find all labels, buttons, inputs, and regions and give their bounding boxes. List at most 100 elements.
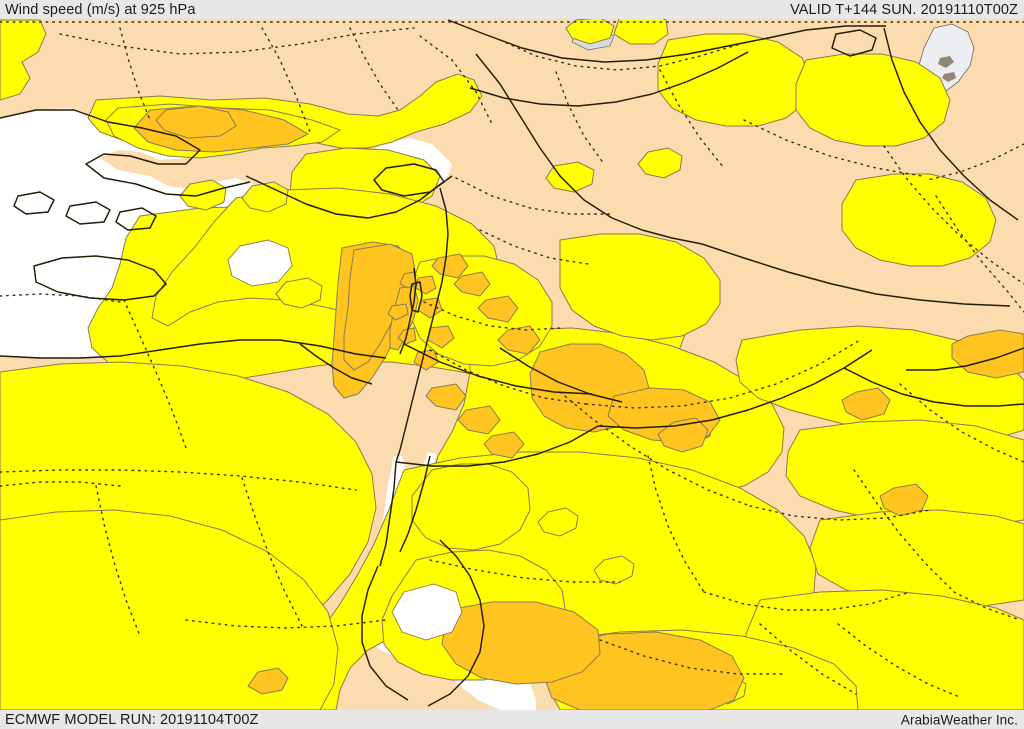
band1-blob-g: [275, 277, 323, 309]
calm-pocket-redsea: [391, 583, 463, 641]
border-turkey-syria-solid: [469, 51, 749, 107]
model-run-label: ECMWF MODEL RUN: 20191104T00Z: [5, 711, 259, 728]
border-jordan-1: [423, 301, 563, 331]
coastlines-and-borders: [0, 19, 1024, 707]
border-turkey-3: [419, 35, 493, 125]
border-iraq-syria-solid: [475, 53, 703, 245]
border-iran-4: [853, 469, 955, 593]
border-saudi-3: [749, 505, 931, 521]
valid-time-label: VALID T+144 SUN. 20191110T00Z: [790, 1, 1018, 18]
map-title: Wind speed (m/s) at 925 hPa: [5, 1, 196, 18]
band2-small-n: [483, 431, 525, 459]
coast-island-3: [115, 207, 157, 231]
border-iraq-saudi-solid: [597, 349, 873, 429]
band1-turkey-ne: [795, 53, 951, 147]
border-saudi-1: [585, 339, 861, 409]
border-iran-3: [899, 383, 1024, 463]
band1-turkey-small2: [565, 17, 615, 45]
band1-turkey-small3: [637, 147, 683, 179]
band2-small-k: [497, 325, 541, 355]
band2-pocket-1: [247, 667, 289, 695]
band2-pocket-2: [155, 105, 237, 139]
band1-syria-east: [559, 233, 721, 341]
border-turkey-6: [659, 69, 725, 169]
calm-pockets: [227, 239, 463, 641]
border-yemen: [599, 639, 787, 675]
border-gulf-coast-solid: [843, 367, 1024, 407]
border-iran-iraq-solid: [883, 27, 1019, 221]
band2-east-small2: [879, 483, 929, 517]
header-bar: Wind speed (m/s) at 925 hPa VALID T+144 …: [0, 0, 1024, 19]
provider-credit: ArabiaWeather Inc.: [900, 711, 1018, 727]
border-egypt-4: [241, 477, 303, 627]
border-libya-1: [95, 485, 141, 637]
calm-pocket-med: [227, 239, 293, 287]
coast-cyprus: [373, 163, 445, 197]
band1-aegean: [0, 19, 47, 101]
border-jordan-iraq-solid: [499, 347, 623, 403]
band2-small-b: [387, 303, 409, 321]
border-jordan-2: [429, 349, 587, 405]
coast-island-1: [13, 191, 55, 215]
coast-redsea-w: [361, 565, 409, 701]
border-gulf-1: [759, 623, 857, 695]
border-syria-iraq: [743, 119, 923, 177]
border-sudan: [185, 619, 387, 629]
coast-crete: [33, 255, 167, 301]
lake-urmia-island2: [942, 72, 956, 82]
band1-blob-b: [537, 507, 579, 537]
border-iran-5: [953, 591, 1021, 621]
band2-small-i: [453, 271, 491, 297]
border-egypt-2: [123, 299, 187, 449]
band1-turkey-east: [657, 33, 813, 127]
band2-east-edge: [951, 329, 1024, 379]
coast-sinai-west: [379, 461, 397, 567]
border-jordan-solid: [403, 343, 593, 395]
border-turkey-4: [499, 39, 741, 71]
border-gulf-2: [837, 623, 963, 699]
border-north-1: [119, 27, 151, 121]
band1-turkey-small4: [545, 161, 595, 193]
band2-levant-lobe: [343, 243, 417, 371]
border-saudi-4: [647, 455, 705, 593]
aegean-sea: [0, 156, 64, 196]
band1-blob-c: [593, 555, 635, 585]
band2-east-small: [841, 387, 891, 421]
border-turkey-1: [59, 27, 415, 55]
band1-sinai: [411, 463, 531, 551]
coast-nile-delta: [299, 343, 373, 385]
border-egypt-3: [0, 469, 357, 491]
coast-redsea-e: [427, 539, 485, 707]
border-libya-2: [0, 481, 121, 487]
border-iran-1: [935, 195, 1024, 313]
border-arabia-int: [429, 559, 621, 583]
border-iraq-iran: [883, 145, 1024, 285]
band2-small-l: [425, 383, 467, 411]
country-borders-dotted: [0, 21, 1024, 699]
border-turkey-5: [555, 71, 605, 165]
border-iran-2: [927, 143, 1024, 181]
footer-bar: ECMWF MODEL RUN: 20191104T00Z ArabiaWeat…: [0, 710, 1024, 729]
border-syria-iraq-solid: [701, 243, 1011, 307]
coast-levant: [395, 187, 449, 463]
border-north-2: [349, 27, 399, 111]
band2-small-h: [431, 253, 469, 279]
windspeed-band-2: [133, 105, 1024, 711]
band2-small-j: [477, 295, 519, 323]
border-levant-1: [455, 177, 611, 215]
border-saudi-jordan-solid: [395, 425, 599, 467]
band1-blob-e: [179, 179, 227, 211]
jordan-river: [399, 267, 417, 355]
coast-aegean: [0, 109, 251, 197]
coast-north-africa: [0, 339, 387, 359]
band2-small-m: [457, 405, 501, 435]
dead-sea: [409, 281, 423, 313]
lake-urmia-islands: [938, 56, 954, 68]
coast-island-2: [65, 201, 111, 225]
border-saudi-2: [559, 391, 751, 507]
coast-sinai-east: [399, 455, 431, 553]
band1-iran-nw: [841, 173, 997, 267]
border-persian-coast: [906, 347, 1024, 371]
